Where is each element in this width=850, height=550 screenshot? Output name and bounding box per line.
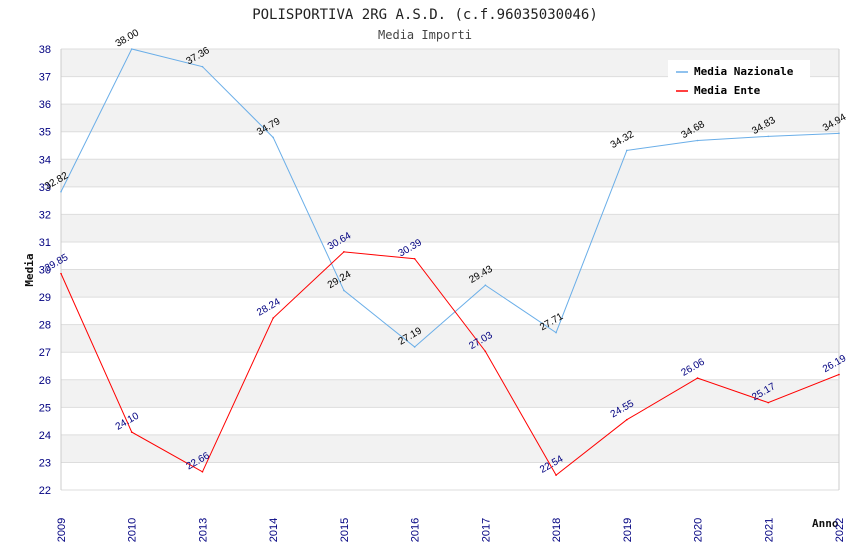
data-point [626,149,628,152]
data-point [838,373,840,376]
band-29 [61,269,839,298]
y-tick-label: 34 [39,154,51,166]
series-line-media-nazionale [60,48,840,348]
x-tick-label: 2016 [410,518,422,542]
x-tick-label: 2010 [127,518,139,542]
y-tick-label: 37 [39,72,51,84]
data-point [413,346,416,348]
data-point [201,65,204,68]
data-point [838,132,840,135]
band-31 [61,214,839,242]
band-35 [61,104,839,132]
x-tick-label: 2009 [56,518,68,542]
legend-label-media-ente: Media Ente [694,84,761,97]
legend-box [668,60,810,102]
data-point [484,350,487,353]
legend[interactable]: Media Nazionale Media Ente [668,60,810,102]
data-point [272,317,274,319]
data-label: 26.06 [680,356,708,378]
data-label: 38.00 [114,27,142,49]
y-tick-label: 30 [39,265,51,277]
data-point [767,401,770,404]
y-tick-label: 31 [39,237,51,249]
y-tick-label: 24 [39,430,51,442]
band-27 [61,324,839,353]
data-point [130,48,133,50]
y-tick-label: 22 [39,485,51,497]
x-tick-label: 2015 [339,518,351,542]
data-point [343,251,345,253]
y-tick-label: 38 [39,44,51,56]
data-label: 26.19 [821,353,849,375]
x-tick-label: 2022 [834,518,846,542]
y-tick-label: 29 [39,292,51,304]
data-point [130,431,133,433]
data-point [555,331,557,334]
y-tick-labels: 22 23 24 25 26 27 28 29 30 31 32 33 34 35 36 37 38 [39,44,51,497]
data-point [60,272,62,275]
x-tick-label: 2020 [693,518,705,542]
plot-bands [61,49,839,463]
data-point [767,135,770,138]
y-tick-label: 27 [39,347,51,359]
y-tick-label: 36 [39,99,51,111]
x-tick-labels: 2009 2010 2013 2014 2015 2016 2017 2018 2019 2020… [56,518,846,542]
data-point [696,377,699,379]
data-point [696,139,699,142]
data-point [626,418,628,421]
chart-subtitle: Media Importi [378,28,472,42]
y-tick-label: 25 [39,402,51,414]
data-point [201,471,204,473]
y-tick-label: 26 [39,375,51,387]
x-tick-label: 2018 [551,518,563,542]
legend-label-media-nazionale: Media Nazionale [694,65,794,78]
chart-title: POLISPORTIVA 2RG A.S.D. (c.f.96035030046… [252,7,598,23]
x-axis-label: Anno [812,517,839,530]
y-tick-label: 28 [39,320,51,332]
series-lines [60,48,840,476]
data-label: 28.24 [255,296,283,318]
y-tick-label: 23 [39,457,51,469]
data-label: 24.10 [114,410,142,432]
data-point [484,284,487,287]
data-point [343,289,345,292]
data-label: 32.82 [43,170,71,192]
x-tick-label: 2013 [197,518,209,542]
band-23 [61,434,839,463]
y-tick-label: 33 [39,182,51,194]
y-axis-label: Media [23,253,36,286]
series-line-media-ente [60,251,840,476]
y-tick-label: 32 [39,209,51,221]
x-tick-label: 2017 [480,518,492,542]
x-tick-label: 2019 [622,518,634,542]
x-tick-label: 2021 [763,518,775,542]
data-point [60,190,62,193]
data-point [413,257,416,260]
y-tick-label: 35 [39,127,51,139]
band-25 [61,379,839,408]
data-point [555,474,557,476]
band-33 [61,159,839,187]
x-tick-label: 2014 [268,518,280,542]
data-point [272,136,274,139]
